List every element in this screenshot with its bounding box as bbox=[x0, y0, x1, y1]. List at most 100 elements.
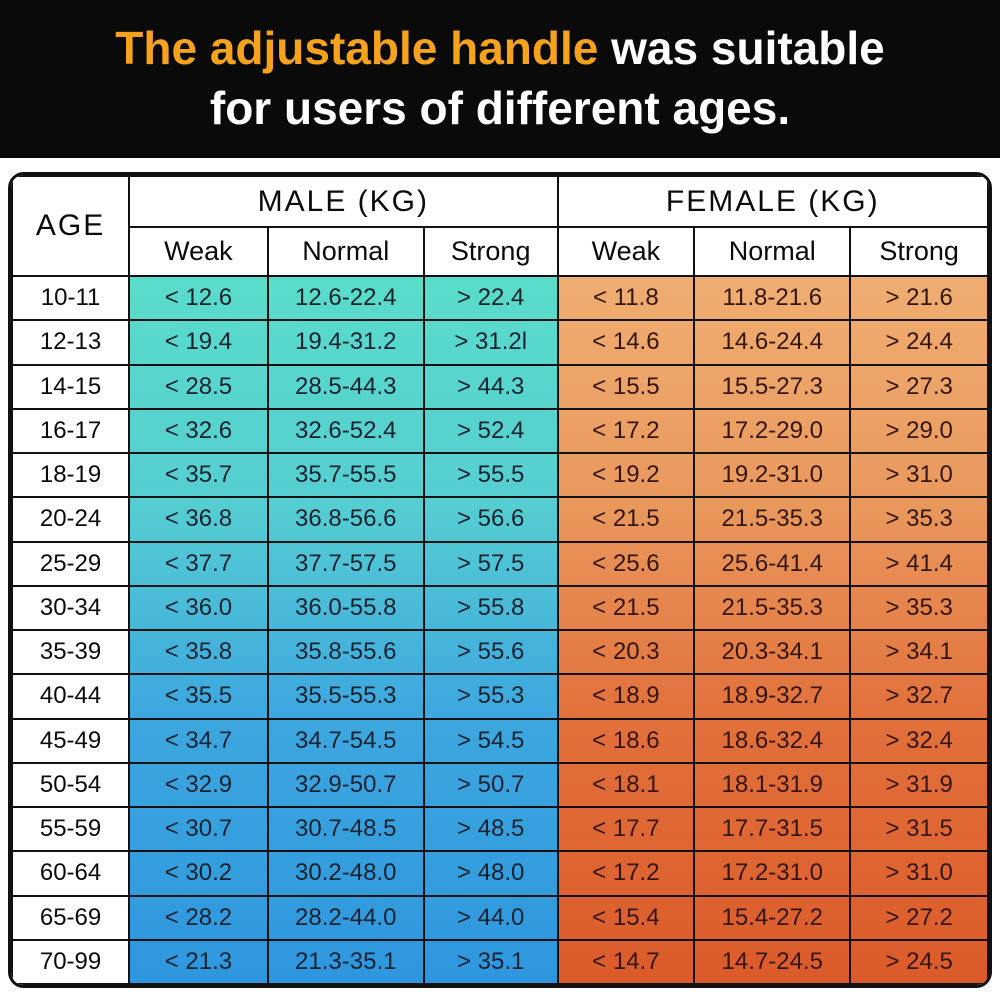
female-weak-cell: < 14.6 bbox=[556, 319, 696, 366]
female-weak-cell: < 19.2 bbox=[556, 451, 696, 499]
male-weak-cell: < 19.4 bbox=[128, 319, 269, 366]
male-weak-cell: < 28.5 bbox=[128, 363, 269, 410]
table-row: 16-17 < 32.6 32.6-52.4 > 52.4 < 17.2 17.… bbox=[11, 407, 989, 455]
table-row: 55-59 < 30.7 30.7-48.5 > 48.5 < 17.7 17.… bbox=[11, 805, 989, 853]
male-strong-cell: > 52.4 bbox=[422, 407, 559, 455]
female-strong-cell: > 35.3 bbox=[849, 496, 989, 543]
male-strong-header: Strong bbox=[422, 226, 559, 277]
female-normal-cell: 21.5-35.3 bbox=[693, 584, 852, 632]
female-group-header: FEMALE (KG) bbox=[556, 175, 989, 228]
male-normal-cell: 30.2-48.0 bbox=[266, 850, 425, 897]
female-strong-cell: > 31.0 bbox=[849, 451, 989, 499]
female-weak-cell: < 20.3 bbox=[556, 628, 696, 676]
male-strong-cell: > 48.0 bbox=[422, 850, 559, 897]
female-weak-cell: < 25.6 bbox=[556, 540, 696, 587]
age-cell: 14-15 bbox=[11, 363, 131, 410]
male-normal-cell: 37.7-57.5 bbox=[266, 540, 425, 587]
male-normal-cell: 35.8-55.6 bbox=[266, 628, 425, 676]
male-normal-cell: 35.5-55.3 bbox=[266, 673, 425, 720]
female-normal-cell: 15.5-27.3 bbox=[693, 363, 852, 410]
female-normal-cell: 17.2-31.0 bbox=[693, 850, 852, 897]
female-normal-header: Normal bbox=[693, 226, 852, 277]
female-strong-cell: > 31.0 bbox=[849, 850, 989, 897]
male-weak-cell: < 37.7 bbox=[128, 540, 269, 587]
male-weak-cell: < 30.7 bbox=[128, 805, 269, 853]
table-row: 18-19 < 35.7 35.7-55.5 > 55.5 < 19.2 19.… bbox=[11, 451, 989, 499]
title-rest: was suitable bbox=[598, 22, 885, 75]
male-normal-header: Normal bbox=[266, 226, 425, 277]
age-cell: 25-29 bbox=[11, 540, 131, 587]
group-header-row: AGE MALE (KG) FEMALE (KG) bbox=[11, 175, 989, 277]
male-strong-cell: > 44.3 bbox=[422, 363, 559, 410]
female-weak-cell: < 21.5 bbox=[556, 496, 696, 543]
female-normal-cell: 11.8-21.6 bbox=[693, 274, 852, 322]
male-normal-cell: 28.5-44.3 bbox=[266, 363, 425, 410]
table-row: 25-29 < 37.7 37.7-57.5 > 57.5 < 25.6 25.… bbox=[11, 540, 989, 587]
title-highlight: The adjustable handle bbox=[115, 22, 599, 75]
strength-table-container: AGE MALE (KG) FEMALE (KG) Weak Normal St… bbox=[8, 172, 992, 988]
male-strong-cell: > 55.8 bbox=[422, 584, 559, 632]
table-row: 40-44 < 35.5 35.5-55.3 > 55.3 < 18.9 18.… bbox=[11, 673, 989, 720]
age-cell: 55-59 bbox=[11, 805, 131, 853]
age-cell: 40-44 bbox=[11, 673, 131, 720]
female-strong-cell: > 27.3 bbox=[849, 363, 989, 410]
table-row: 45-49 < 34.7 34.7-54.5 > 54.5 < 18.6 18.… bbox=[11, 717, 989, 764]
male-normal-cell: 28.2-44.0 bbox=[266, 894, 425, 941]
male-normal-cell: 34.7-54.5 bbox=[266, 717, 425, 764]
female-weak-cell: < 15.5 bbox=[556, 363, 696, 410]
male-strong-cell: > 48.5 bbox=[422, 805, 559, 853]
female-strong-cell: > 29.0 bbox=[849, 407, 989, 455]
table-row: 20-24 < 36.8 36.8-56.6 > 56.6 < 21.5 21.… bbox=[11, 496, 989, 543]
male-strong-cell: > 55.5 bbox=[422, 451, 559, 499]
female-normal-cell: 15.4-27.2 bbox=[693, 894, 852, 941]
female-normal-cell: 19.2-31.0 bbox=[693, 451, 852, 499]
male-weak-cell: < 36.8 bbox=[128, 496, 269, 543]
male-strong-cell: > 57.5 bbox=[422, 540, 559, 587]
table-row: 70-99 < 21.3 21.3-35.1 > 35.1 < 14.7 14.… bbox=[11, 938, 989, 985]
male-weak-cell: < 12.6 bbox=[128, 274, 269, 322]
sub-header-row: Weak Normal Strong Weak Normal Strong bbox=[12, 226, 989, 277]
female-normal-cell: 21.5-35.3 bbox=[693, 496, 852, 543]
male-normal-cell: 12.6-22.4 bbox=[266, 274, 425, 322]
male-normal-cell: 35.7-55.5 bbox=[266, 451, 425, 499]
age-cell: 35-39 bbox=[11, 628, 131, 676]
table-row: 60-64 < 30.2 30.2-48.0 > 48.0 < 17.2 17.… bbox=[11, 850, 989, 897]
table-header: AGE MALE (KG) FEMALE (KG) Weak Normal St… bbox=[11, 175, 989, 277]
male-weak-cell: < 35.8 bbox=[128, 628, 269, 676]
female-strong-cell: > 24.5 bbox=[849, 938, 989, 985]
title-line-2: for users of different ages. bbox=[209, 82, 791, 134]
female-normal-cell: 20.3-34.1 bbox=[693, 628, 852, 676]
female-normal-cell: 17.7-31.5 bbox=[693, 805, 852, 853]
age-cell: 50-54 bbox=[11, 761, 131, 809]
female-weak-cell: < 18.6 bbox=[556, 717, 696, 764]
female-strong-cell: > 41.4 bbox=[849, 540, 989, 587]
female-weak-cell: < 18.1 bbox=[556, 761, 696, 809]
female-strong-cell: > 27.2 bbox=[849, 894, 989, 941]
female-strong-cell: > 24.4 bbox=[849, 319, 989, 366]
grip-strength-table: AGE MALE (KG) FEMALE (KG) Weak Normal St… bbox=[11, 175, 989, 985]
male-strong-cell: > 35.1 bbox=[422, 938, 559, 985]
table-row: 35-39 < 35.8 35.8-55.6 > 55.6 < 20.3 20.… bbox=[11, 628, 989, 676]
female-strong-cell: > 34.1 bbox=[849, 628, 989, 676]
age-cell: 16-17 bbox=[11, 407, 131, 455]
age-cell: 65-69 bbox=[11, 894, 131, 941]
table-body: 10-11 < 12.6 12.6-22.4 > 22.4 < 11.8 11.… bbox=[11, 274, 989, 985]
age-cell: 45-49 bbox=[11, 717, 131, 764]
female-strong-cell: > 21.6 bbox=[849, 274, 989, 322]
female-normal-cell: 25.6-41.4 bbox=[693, 540, 852, 587]
male-group-header: MALE (KG) bbox=[128, 175, 559, 228]
male-strong-cell: > 44.0 bbox=[422, 894, 559, 941]
female-weak-cell: < 17.2 bbox=[556, 407, 696, 455]
female-normal-cell: 17.2-29.0 bbox=[693, 407, 852, 455]
female-weak-cell: < 18.9 bbox=[556, 673, 696, 720]
table-row: 65-69 < 28.2 28.2-44.0 > 44.0 < 15.4 15.… bbox=[11, 894, 989, 941]
female-normal-cell: 14.7-24.5 bbox=[693, 938, 852, 985]
title-banner: The adjustable handle was suitable for u… bbox=[0, 0, 1000, 158]
male-normal-cell: 36.8-56.6 bbox=[266, 496, 425, 543]
age-cell: 30-34 bbox=[11, 584, 131, 632]
female-weak-header: Weak bbox=[556, 226, 696, 277]
female-strong-cell: > 32.4 bbox=[849, 717, 989, 764]
age-column-header: AGE bbox=[11, 175, 131, 277]
female-weak-cell: < 21.5 bbox=[556, 584, 696, 632]
male-normal-cell: 36.0-55.8 bbox=[266, 584, 425, 632]
